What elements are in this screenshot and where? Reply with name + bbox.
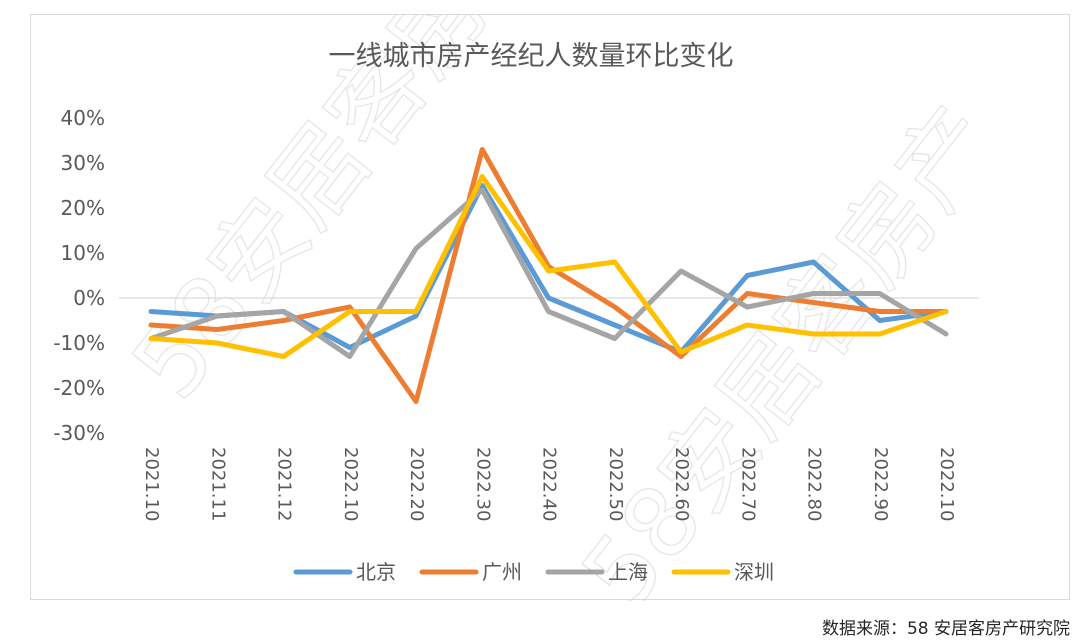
legend-label: 北京 (356, 560, 396, 584)
y-tick-label: 30% (61, 151, 105, 175)
x-tick-label: 2022.10 (936, 447, 957, 521)
y-tick-label: -10% (53, 331, 105, 355)
x-tick-label: 2022.50 (605, 447, 626, 521)
series-line-上海 (148, 187, 949, 359)
legend-label: 深圳 (734, 560, 774, 584)
x-axis: 2021.10 2021.11 2021.12 2022.10 2022.20 2022.… (141, 447, 957, 521)
chart-frame: 58安居客房产 58安居客房产 一线城市房产经纪人数量环比变化 -30% -20% -… (30, 14, 1070, 601)
x-tick-label: 2022.70 (737, 447, 758, 521)
x-tick-label: 2022.10 (340, 447, 361, 521)
x-tick-label: 2021.10 (141, 447, 162, 521)
legend-label: 上海 (608, 560, 648, 584)
y-tick-label: 10% (61, 241, 105, 265)
y-tick-label: 20% (61, 196, 105, 220)
x-tick-label: 2022.30 (472, 447, 493, 521)
legend: 北京 广州 上海 深圳 (293, 560, 774, 584)
y-tick-label: 0% (73, 286, 105, 310)
series-line-深圳 (148, 174, 949, 359)
series-line-广州 (148, 147, 949, 404)
legend-label: 广州 (482, 560, 522, 584)
source-note: 数据来源：58 安居客房产研究院 (821, 619, 1070, 639)
watermark-text: 58安居客房产 (561, 86, 1020, 601)
y-tick-label: 40% (61, 106, 105, 130)
x-tick-label: 2022.90 (870, 447, 891, 521)
x-tick-label: 2022.60 (671, 447, 692, 521)
x-tick-label: 2022.20 (406, 447, 427, 521)
y-axis: -30% -20% -10% 0% 10% 20% 30% 40% (53, 106, 105, 445)
x-tick-label: 2022.80 (804, 447, 825, 521)
chart-title: 一线城市房产经纪人数量环比变化 (329, 41, 734, 72)
series-layer (148, 147, 949, 404)
y-tick-label: -30% (53, 421, 105, 445)
x-tick-label: 2021.12 (274, 447, 295, 521)
x-tick-label: 2022.40 (539, 447, 560, 521)
x-tick-label: 2021.11 (207, 447, 228, 521)
y-tick-label: -20% (53, 376, 105, 400)
